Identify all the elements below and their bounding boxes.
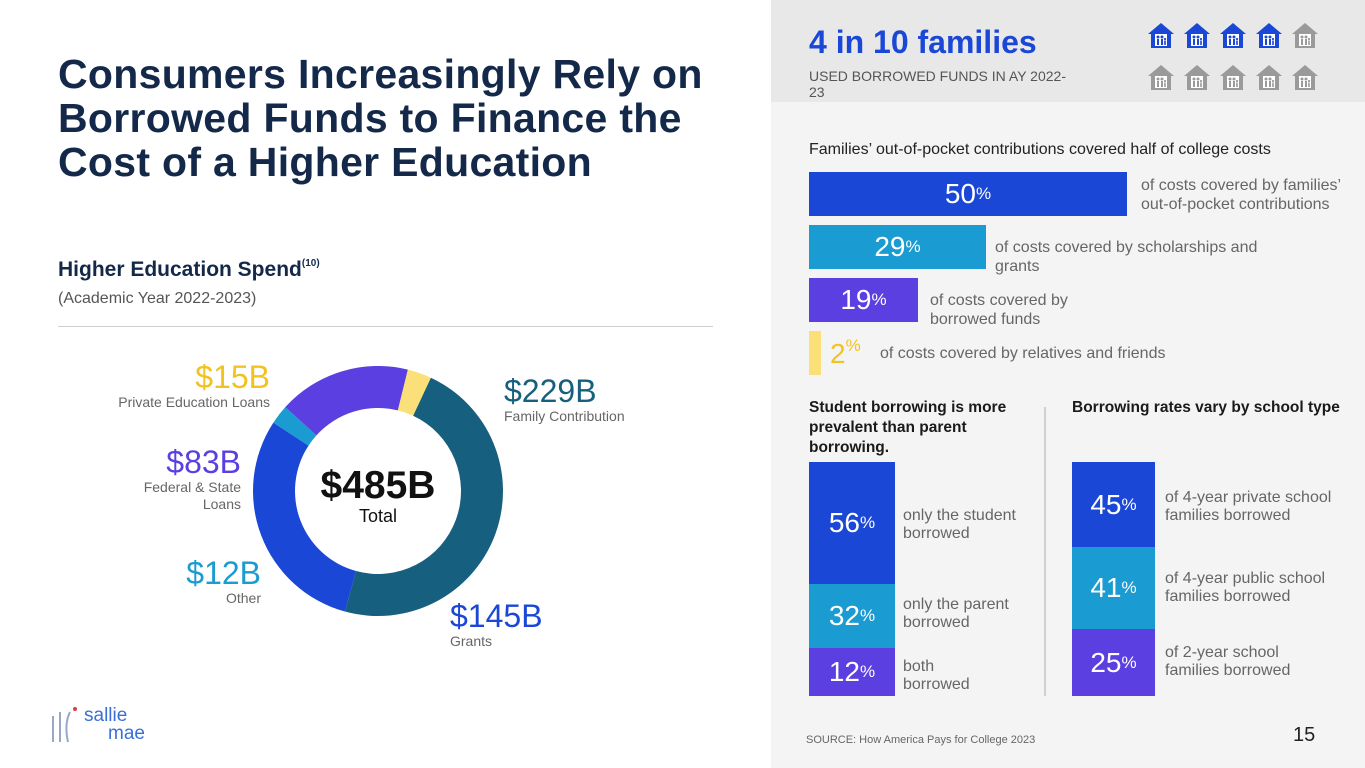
school-segment: 45% bbox=[1072, 462, 1155, 547]
family-value: $229B bbox=[504, 373, 597, 409]
pct-sign: % bbox=[871, 290, 887, 309]
pct-sign: % bbox=[845, 336, 861, 355]
federal-value: $83B bbox=[166, 444, 241, 480]
footnote-marker: (10) bbox=[301, 258, 320, 269]
families-headline: 4 in 10 families bbox=[809, 24, 1037, 60]
school-type-heading: Borrowing rates vary by school type bbox=[1072, 399, 1340, 416]
house-family-icon bbox=[1182, 62, 1212, 97]
other-label: Other bbox=[225, 590, 261, 606]
cost-bar-label: of costs covered by families’ out-of-poc… bbox=[1141, 177, 1341, 213]
borrower-heading: Student borrowing is more prevalent than… bbox=[809, 399, 1007, 456]
pct-sign: % bbox=[1121, 494, 1137, 514]
house-family-icon bbox=[1218, 62, 1248, 97]
costs-heading: Families’ out-of-pocket contributions co… bbox=[809, 141, 1271, 158]
page-title: Consumers Increasingly Rely on Borrowed … bbox=[58, 51, 703, 185]
spend-heading: Higher Education Spend(10) bbox=[58, 258, 320, 282]
house-family-icon bbox=[1290, 62, 1320, 97]
cost-bar: 50% bbox=[809, 172, 1127, 216]
pct-sign: % bbox=[976, 184, 992, 203]
page-number: 15 bbox=[1293, 724, 1316, 746]
school-label: of 4-year public school families borrowe… bbox=[1165, 570, 1326, 605]
borrower-label: both borrowed bbox=[903, 658, 970, 693]
source-note: SOURCE: How America Pays for College 202… bbox=[806, 734, 1036, 746]
donut-label-grants: $145B Grants bbox=[450, 599, 543, 650]
federal-label: Federal & State Loans bbox=[143, 479, 241, 512]
sallie-mae-logo: sallie mae bbox=[50, 704, 160, 746]
grants-label: Grants bbox=[450, 633, 493, 649]
logo-mark-icon bbox=[52, 707, 77, 743]
pct-sign: % bbox=[1121, 652, 1137, 672]
house-family-icon bbox=[1254, 20, 1284, 55]
house-family-icon bbox=[1146, 20, 1176, 55]
pct-sign: % bbox=[905, 237, 921, 256]
school-segment: 41% bbox=[1072, 547, 1155, 629]
donut-label-federal: $83B Federal & State Loans bbox=[100, 445, 241, 513]
logo-line2: mae bbox=[108, 723, 145, 744]
borrower-segment: 12% bbox=[809, 648, 895, 696]
column-divider bbox=[1044, 407, 1046, 696]
borrower-segment: 32% bbox=[809, 584, 895, 648]
donut-slice-federal-state-loans bbox=[285, 366, 408, 436]
house-icon-grid bbox=[1146, 20, 1318, 96]
donut-total-value: $485B bbox=[320, 464, 436, 507]
school-segment: 25% bbox=[1072, 629, 1155, 696]
pct-sign: % bbox=[860, 513, 876, 532]
school-label: of 4-year private school families borrow… bbox=[1165, 489, 1332, 524]
borrower-segment: 56% bbox=[809, 462, 895, 584]
spend-heading-text: Higher Education Spend bbox=[58, 258, 302, 281]
section-divider bbox=[58, 326, 713, 327]
donut-total-label: Total bbox=[358, 506, 398, 526]
families-subtitle: USED BORROWED FUNDS IN AY 2022-23 bbox=[809, 68, 1066, 100]
house-family-icon bbox=[1182, 20, 1212, 55]
grants-value: $145B bbox=[450, 598, 543, 634]
cost-bar: 19% bbox=[809, 278, 918, 322]
house-family-icon bbox=[1290, 20, 1320, 55]
donut-slice-private-education-loans bbox=[397, 369, 431, 416]
donut-chart bbox=[252, 366, 504, 616]
donut-label-private: $15B Private Education Loans bbox=[80, 360, 270, 411]
cost-bar: 29% bbox=[809, 225, 986, 269]
donut-slice-other bbox=[273, 407, 317, 446]
donut-slice-family-contribution bbox=[344, 377, 504, 616]
cost-bar-value: 19 bbox=[840, 284, 872, 315]
private-label: Private Education Loans bbox=[118, 394, 270, 410]
cost-bar bbox=[809, 331, 821, 375]
cost-bar-label: of costs covered by relatives and friend… bbox=[880, 345, 1166, 362]
donut-slice-grants bbox=[252, 422, 357, 612]
pct-sign: % bbox=[860, 606, 876, 625]
logo-line1: sallie bbox=[84, 705, 128, 726]
school-label: of 2-year school families borrowed bbox=[1165, 644, 1291, 679]
house-family-icon bbox=[1218, 20, 1248, 55]
private-value: $15B bbox=[195, 359, 270, 395]
pct-sign: % bbox=[860, 662, 876, 681]
house-family-icon bbox=[1146, 62, 1176, 97]
cost-bar-value-small: 2% bbox=[830, 336, 861, 369]
pct-sign: % bbox=[1121, 578, 1137, 597]
donut-label-other: $12B Other bbox=[120, 556, 261, 607]
spend-subtitle: (Academic Year 2022-2023) bbox=[58, 290, 257, 307]
cost-bar-label: of costs covered by scholarships and gra… bbox=[995, 239, 1258, 275]
family-label: Family Contribution bbox=[504, 408, 625, 424]
cost-bar-value: 29 bbox=[874, 231, 906, 262]
cost-bar-label: of costs covered by borrowed funds bbox=[930, 292, 1068, 328]
cost-bar-value: 50 bbox=[944, 178, 977, 209]
donut-center: $485B Total bbox=[300, 464, 456, 527]
house-family-icon bbox=[1254, 62, 1284, 97]
borrower-label: only the student borrowed bbox=[903, 507, 1016, 542]
other-value: $12B bbox=[186, 555, 261, 591]
borrower-label: only the parent borrowed bbox=[903, 596, 1009, 631]
donut-label-family: $229B Family Contribution bbox=[504, 374, 625, 425]
